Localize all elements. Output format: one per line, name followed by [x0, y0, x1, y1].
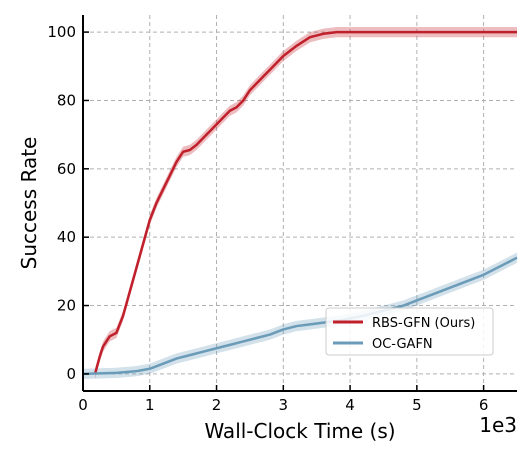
legend-label-oc-gafn: OC-GAFN — [372, 337, 433, 352]
x-tick-label-5: 5 — [412, 396, 422, 414]
y-tick-label-5: 100 — [47, 23, 76, 41]
y-tick-label-1: 20 — [57, 297, 76, 315]
x-ticks: 0 1 2 3 4 5 6 — [78, 385, 488, 414]
x-axis-scale-label: 1e3 — [479, 413, 517, 437]
x-tick-label-4: 4 — [345, 396, 355, 414]
axes — [82, 15, 517, 392]
series-lines — [82, 30, 518, 376]
y-tick-label-0: 0 — [66, 365, 76, 383]
legend-frame — [325, 307, 494, 356]
y-tick-label-2: 40 — [57, 228, 76, 246]
x-tick-label-6: 6 — [479, 396, 489, 414]
line-rbs-gfn-ours — [93, 30, 517, 375]
y-axis-label: Success Rate — [17, 137, 41, 270]
x-axis-label: Wall-Clock Time (s) — [204, 419, 395, 443]
legend: RBS-GFN (Ours) OC-GAFN — [325, 307, 494, 356]
x-tick-label-1: 1 — [145, 396, 155, 414]
x-tick-label-2: 2 — [212, 396, 222, 414]
x-tick-label-3: 3 — [279, 396, 289, 414]
x-tick-label-0: 0 — [78, 396, 88, 414]
legend-label-rbs-gfn: RBS-GFN (Ours) — [372, 316, 475, 331]
y-ticks: 0 20 40 60 80 100 — [47, 23, 89, 383]
grid — [82, 15, 517, 391]
y-tick-label-3: 60 — [57, 160, 76, 178]
y-tick-label-4: 80 — [57, 91, 76, 109]
line-oc-gafn — [82, 256, 518, 376]
